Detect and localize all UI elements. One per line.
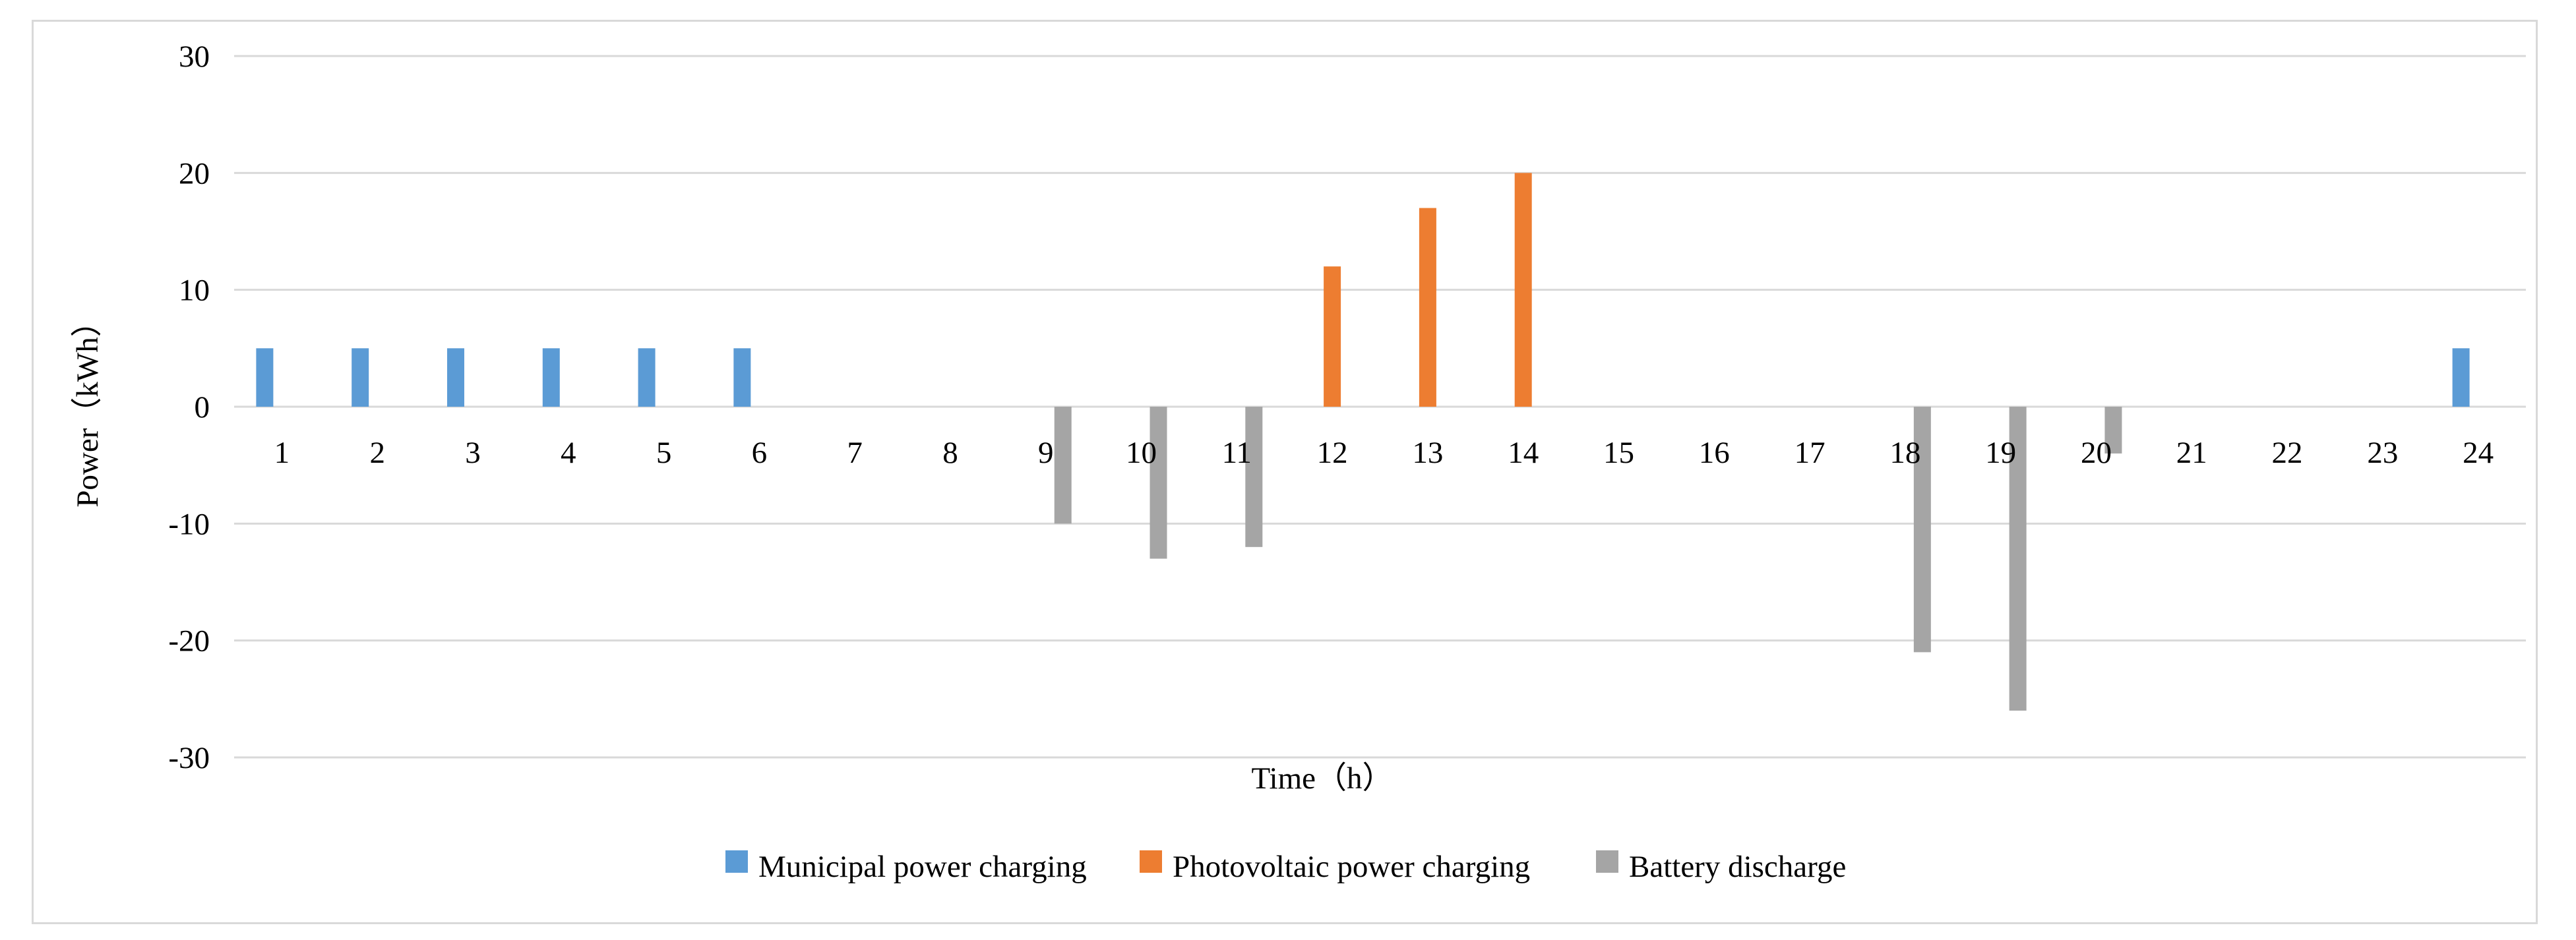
x-tick-label: 4	[561, 436, 576, 470]
x-tick-label: 23	[2367, 436, 2398, 470]
y-tick-label: 30	[179, 40, 210, 74]
x-axis-title: Time（h）	[1251, 761, 1393, 796]
legend-swatch	[1596, 850, 1618, 873]
legend: Municipal power charging Photovoltaic pow…	[725, 850, 1846, 884]
legend-label: Battery discharge	[1629, 850, 1846, 884]
bar	[1514, 173, 1532, 407]
bar	[2009, 407, 2027, 711]
chart-frame	[32, 20, 2538, 924]
legend-label: Photovoltaic power charging	[1173, 850, 1530, 884]
x-tick-label: 17	[1794, 436, 1825, 470]
x-tick-label: 8	[942, 436, 958, 470]
x-tick-label: 9	[1038, 436, 1054, 470]
x-tick-label: 5	[656, 436, 672, 470]
x-tick-label: 22	[2272, 436, 2303, 470]
legend-swatch	[1140, 850, 1162, 873]
y-tick-label: 20	[179, 156, 210, 191]
x-tick-label: 14	[1508, 436, 1539, 470]
y-tick-label: -30	[168, 741, 210, 775]
x-tick-label: 16	[1699, 436, 1730, 470]
y-tick-label: -20	[168, 624, 210, 659]
x-tick-label: 24	[2463, 436, 2494, 470]
y-axis-title: Power（kWh）	[71, 306, 105, 507]
bar	[542, 348, 560, 407]
bar	[733, 348, 751, 407]
bar	[1054, 407, 1072, 524]
x-tick-label: 13	[1412, 436, 1443, 470]
bar	[446, 348, 464, 407]
x-tick-label: 11	[1222, 436, 1252, 470]
x-tick-label: 20	[2081, 436, 2112, 470]
bars	[256, 173, 2470, 711]
x-tick-label: 10	[1126, 436, 1157, 470]
bar	[1913, 407, 1931, 653]
x-tick-label: 18	[1889, 436, 1920, 470]
x-tick-label: 21	[2176, 436, 2207, 470]
x-tick-label: 2	[369, 436, 385, 470]
bar	[256, 348, 274, 407]
y-axis-ticks: 30 20 10 0 -10 -20 -30	[168, 40, 210, 775]
bar	[1419, 208, 1436, 407]
gridlines	[234, 55, 2526, 759]
x-tick-label: 6	[752, 436, 768, 470]
x-tick-label: 19	[1985, 436, 2016, 470]
x-tick-label: 3	[465, 436, 481, 470]
x-tick-label: 1	[274, 436, 290, 470]
bar	[1324, 266, 1341, 407]
bar	[2452, 348, 2470, 407]
x-tick-label: 15	[1603, 436, 1634, 470]
bar	[1150, 407, 1167, 559]
y-tick-label: 0	[195, 390, 210, 425]
bar	[2104, 407, 2122, 454]
x-axis-ticks: 1 2 3 4 5 6 7 8 9 10 11 12 13 14 15 16 17 18 19 20 21 22 23 24	[274, 436, 2494, 470]
y-tick-label: 10	[179, 274, 210, 308]
bar	[352, 348, 369, 407]
bar	[1245, 407, 1263, 547]
y-tick-label: -10	[168, 507, 210, 541]
bar	[638, 348, 656, 407]
legend-label: Municipal power charging	[758, 850, 1087, 884]
legend-swatch	[725, 850, 748, 873]
x-tick-label: 12	[1317, 436, 1348, 470]
x-tick-label: 7	[847, 436, 863, 470]
